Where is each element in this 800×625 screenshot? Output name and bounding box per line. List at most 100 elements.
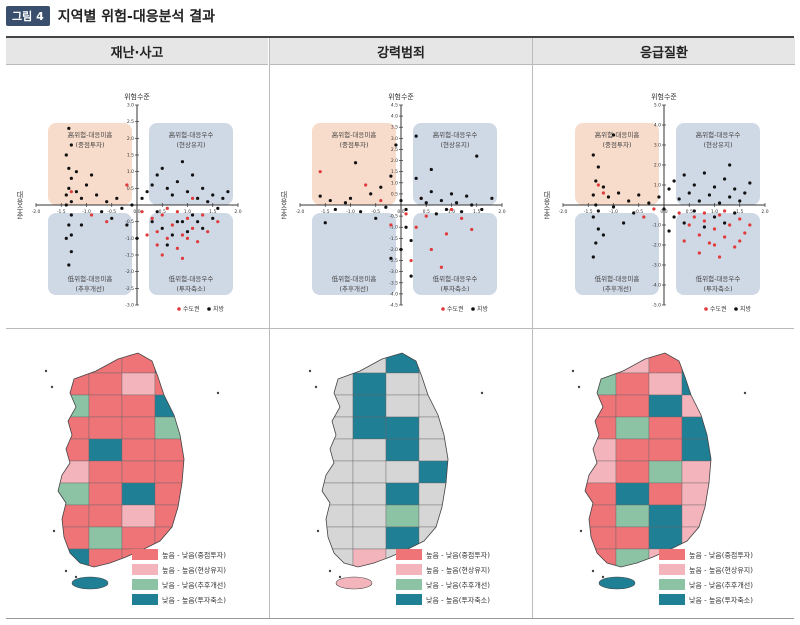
- point-regional: [723, 221, 727, 225]
- y-tick-label: 2.5: [391, 147, 398, 153]
- map-region: [322, 526, 354, 550]
- map-legend-swatch: [659, 594, 685, 605]
- quadrant-label: 低위험-대응우수: [696, 274, 741, 283]
- map-region: [648, 460, 683, 484]
- point-regional: [170, 233, 174, 237]
- point-regional: [180, 220, 185, 224]
- point-capital: [429, 247, 433, 252]
- point-regional: [611, 205, 616, 209]
- map-region: [648, 504, 683, 528]
- point-regional: [596, 165, 600, 169]
- point-capital: [692, 215, 696, 219]
- point-regional: [74, 190, 78, 194]
- point-regional: [69, 176, 73, 180]
- map-legend-label: 높음 - 높음(현상유지): [162, 566, 226, 575]
- point-regional: [150, 220, 154, 224]
- point-regional: [460, 210, 464, 214]
- map-region: [88, 394, 123, 418]
- map-region: [385, 460, 420, 484]
- y-tick-label: -4.0: [652, 283, 661, 289]
- point-regional: [404, 225, 408, 229]
- point-regional: [594, 179, 598, 183]
- point-regional: [74, 170, 78, 174]
- point-regional: [67, 166, 71, 170]
- map-legend-label: 높음 - 낮음(중점투자): [162, 551, 226, 560]
- map-island: [44, 369, 48, 373]
- x-tick-label: 0.0: [660, 209, 667, 215]
- x-tick-label: -1.5: [584, 209, 593, 215]
- point-regional: [465, 194, 469, 198]
- point-regional: [175, 180, 179, 184]
- point-capital: [185, 236, 190, 240]
- point-regional: [328, 198, 332, 203]
- map-region: [88, 526, 123, 550]
- y-axis-label: 위험수준: [124, 93, 150, 101]
- point-capital: [165, 236, 169, 240]
- map-region: [352, 526, 387, 550]
- quadrant-label: 高위험-대응우수: [696, 130, 741, 139]
- point-regional: [743, 191, 747, 195]
- point-regional: [67, 186, 71, 190]
- map-island: [216, 391, 220, 395]
- map-region: [322, 438, 354, 462]
- map-island: [74, 575, 78, 579]
- map-jeju: [71, 576, 109, 590]
- y-tick-label: -2.0: [125, 269, 134, 275]
- map-region: [352, 482, 387, 506]
- x-tick-label: 0.5: [159, 209, 166, 215]
- map-regions: [322, 353, 448, 567]
- legend-label-regional: 지방: [477, 305, 489, 313]
- map-legend-swatch: [659, 579, 685, 590]
- point-capital: [190, 196, 195, 200]
- point-regional: [404, 207, 408, 212]
- y-tick-label: -2.0: [652, 243, 661, 249]
- point-capital: [170, 223, 174, 227]
- quadrant-label: 高위험-대응우수: [169, 130, 214, 139]
- point-capital: [201, 213, 205, 217]
- map-jeju: [598, 576, 636, 590]
- point-regional: [125, 223, 129, 227]
- x-tick-label: 1.0: [448, 209, 455, 215]
- map-legend-label: 높음 - 낮음(중점투자): [426, 551, 490, 560]
- row-divider: [6, 328, 794, 329]
- point-regional: [353, 161, 358, 165]
- point-regional: [69, 200, 73, 204]
- point-regional: [601, 233, 605, 237]
- figure-grid: 재난·사고 高위험-대응미흡 (중점투자) 高위험-대응우수 (현상유지) 低위험-대응…: [6, 36, 795, 619]
- map-region: [121, 353, 156, 374]
- point-regional: [606, 195, 611, 199]
- point-capital: [424, 214, 428, 218]
- map-legend-label: 낮음 - 낮음(추후개선): [162, 581, 226, 590]
- point-regional: [627, 199, 631, 203]
- map-region: [418, 526, 448, 550]
- y-tick-label: -4.5: [389, 303, 398, 309]
- point-regional: [180, 160, 185, 164]
- quadrant-label: 低위험-대응미흡: [68, 274, 113, 283]
- point-regional: [616, 191, 621, 195]
- point-capital: [642, 215, 646, 219]
- x-tick-label: -1.5: [57, 209, 66, 215]
- point-regional: [429, 190, 433, 194]
- map-legend-swatch: [132, 579, 158, 590]
- map-region: [648, 416, 683, 440]
- map-region: [585, 416, 617, 440]
- point-capital: [190, 226, 195, 230]
- map-region: [615, 394, 650, 418]
- x-tick-label: 2.0: [761, 209, 768, 215]
- map-legend-swatch: [659, 564, 685, 575]
- point-regional: [591, 153, 595, 157]
- quadrant-label: (추후개선): [340, 284, 369, 293]
- point-regional: [424, 201, 428, 205]
- map-island: [308, 369, 312, 373]
- point-capital: [89, 213, 94, 217]
- point-regional: [343, 201, 348, 205]
- map-region: [681, 482, 711, 506]
- map-region: [88, 416, 123, 440]
- point-regional: [79, 223, 84, 227]
- y-tick-label: 4.0: [391, 114, 398, 120]
- x-tick-label: 0.0: [133, 209, 140, 215]
- map-region: [58, 416, 90, 440]
- y-tick-label: -3.0: [389, 269, 398, 275]
- quadrant-label: (현상유지): [704, 140, 733, 149]
- point-capital: [379, 198, 383, 203]
